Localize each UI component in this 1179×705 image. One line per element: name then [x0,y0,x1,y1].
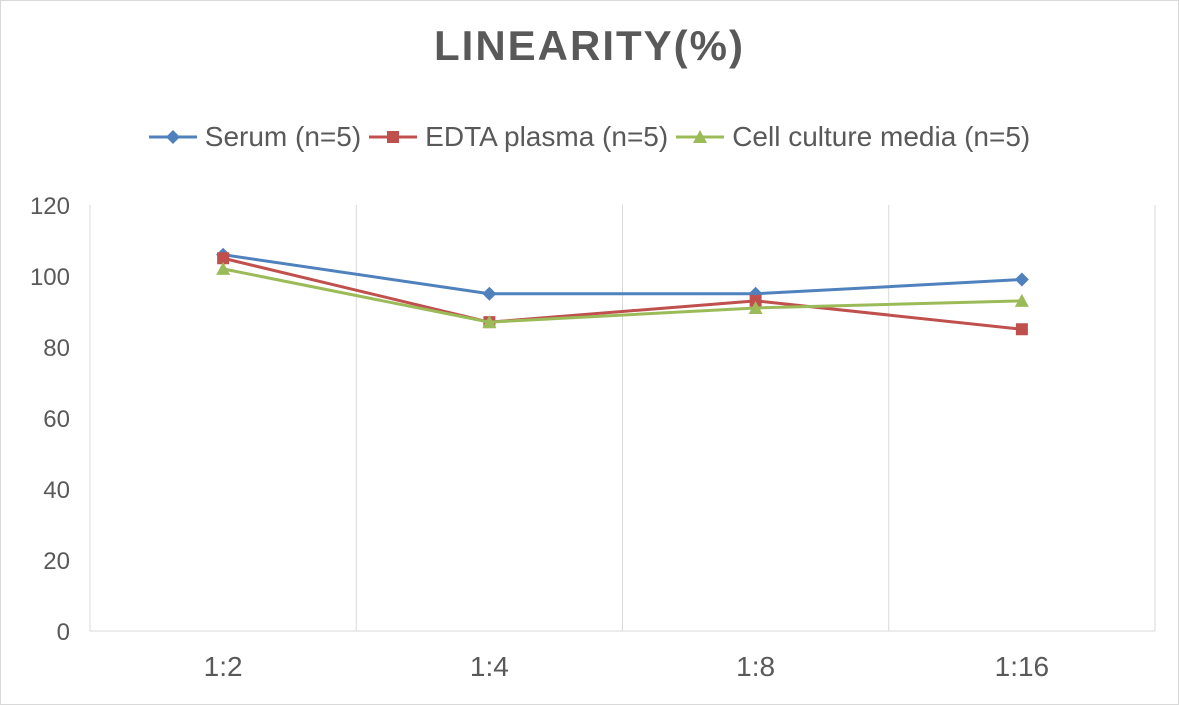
y-tick-label-0: 0 [57,619,70,646]
legend-label-edta-plasma: EDTA plasma (n=5) [425,121,669,152]
series-line-edta [222,256,1023,331]
y-tick-label-100: 100 [30,264,70,291]
point-serum-3 [1014,272,1029,287]
y-tick-label-120: 120 [30,193,70,220]
x-tick-label-1-4: 1:4 [470,651,509,682]
point-cell-0 [216,261,231,275]
legend-label-cell-culture-media: Cell culture media (n=5) [732,121,1031,152]
legend-marker-serum [148,130,197,144]
legend-label-serum: Serum (n=5) [204,121,362,152]
point-serum-1 [482,286,497,301]
legend-marker-edta-plasma [369,131,418,143]
y-tick-label-60: 60 [43,406,70,433]
series-line-serum [222,253,1022,296]
point-edta-0 [217,252,230,265]
x-tick-label-1-2: 1:2 [204,651,243,682]
point-cell-1 [482,315,497,329]
point-edta-2 [749,294,762,307]
legend-item-edta-plasma: EDTA plasma (n=5) [369,121,668,153]
legend-item-serum: Serum (n=5) [148,121,362,153]
point-edta-3 [1015,323,1028,336]
legend: Serum (n=5) EDTA plasma (n=5) Cell cultu… [0,121,1179,153]
x-tick-label-1-16: 1:16 [995,651,1050,682]
legend-marker-cell-culture-media [676,130,725,143]
point-cell-2 [748,300,763,314]
series-line-cell [222,267,1022,324]
chart-title: LINEARITY(%) [434,22,745,69]
y-tick-label-80: 80 [43,335,70,362]
y-tick-label-20: 20 [43,548,70,575]
x-tick-label-1-8: 1:8 [736,651,775,682]
point-cell-3 [1014,293,1029,307]
legend-item-cell-culture-media: Cell culture media (n=5) [676,121,1030,153]
y-tick-label-40: 40 [43,477,70,504]
